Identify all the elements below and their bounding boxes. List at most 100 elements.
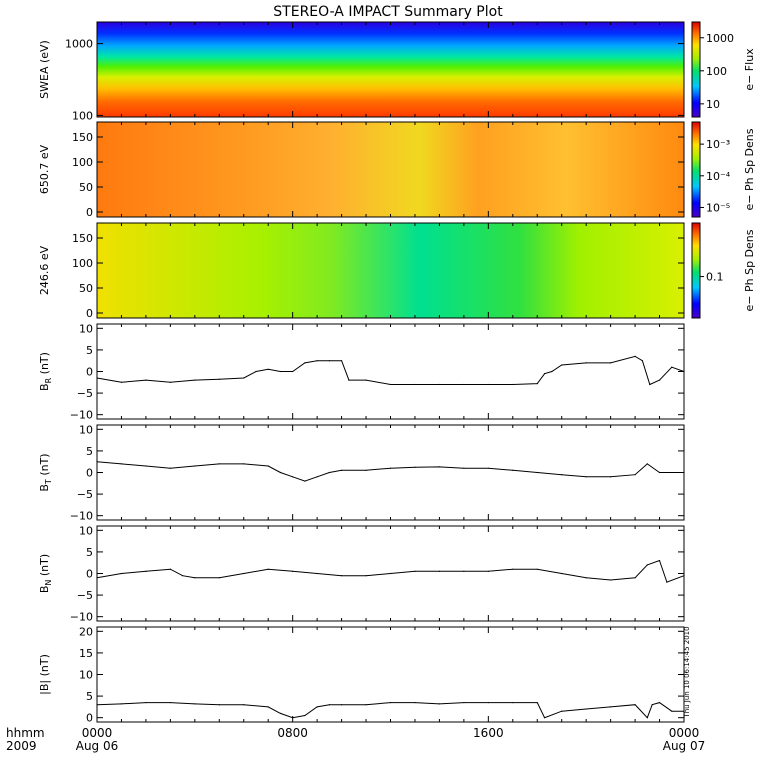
data-point — [438, 466, 441, 468]
panel-frame — [96, 323, 685, 420]
data-point — [145, 379, 147, 381]
time-tick-date: Aug 07 — [663, 739, 706, 753]
data-point — [243, 463, 245, 465]
colorbar-tick-label: 10⁻³ — [706, 138, 730, 151]
data-point — [292, 476, 294, 478]
data-point — [292, 717, 294, 719]
data-point — [487, 383, 489, 386]
data-point — [414, 701, 416, 704]
panel-5: −10 −5 0 5 10 BT (nT) — [38, 423, 685, 523]
colorbar-tick-label: 10⁻⁴ — [706, 170, 731, 183]
y-tick-label: 15 — [79, 647, 93, 660]
panel-frame — [96, 424, 685, 521]
data-point — [243, 572, 245, 575]
data-point — [169, 467, 171, 469]
y-tick-label: 0 — [86, 712, 93, 725]
time-tick-label: 0800 — [277, 726, 308, 740]
data-point — [543, 373, 546, 375]
data-point — [96, 704, 98, 706]
data-point — [243, 377, 245, 379]
data-point — [646, 717, 648, 719]
y-tick-label: 10 — [79, 524, 93, 537]
colorbar-label: e− Flux — [743, 48, 756, 91]
time-row1-label: hhmm — [6, 726, 45, 740]
data-point — [340, 469, 343, 471]
data-point — [536, 701, 538, 704]
data-point — [463, 570, 465, 572]
data-point — [120, 463, 123, 465]
series-line — [96, 461, 684, 482]
y-axis-label: |B| (nT) — [38, 654, 51, 695]
data-point — [414, 383, 416, 386]
y-tick-label: 150 — [72, 131, 93, 144]
data-point — [96, 377, 98, 379]
data-point — [561, 710, 563, 712]
data-point — [389, 701, 392, 704]
data-point — [348, 379, 350, 381]
data-point — [169, 568, 171, 570]
y-axis-label: BT (nT) — [38, 453, 53, 491]
data-point — [96, 577, 98, 579]
data-point — [292, 370, 294, 373]
y-axis-label: BR (nT) — [38, 352, 53, 391]
y-tick-label: 5 — [86, 690, 93, 703]
y-tick-label: 0 — [86, 366, 93, 379]
data-point — [610, 362, 612, 364]
data-point — [218, 704, 220, 706]
panel-3: 0.1 e− Ph Sp Dens 0 50 100 150 246.6 eV — [38, 222, 756, 320]
data-point — [169, 381, 171, 383]
data-point — [671, 710, 673, 712]
data-point — [218, 577, 220, 579]
data-point — [267, 568, 269, 570]
y-tick-label: 150 — [72, 232, 93, 245]
timestamp-label: Thu Jun 10 06:14:45 2010 — [683, 626, 691, 718]
data-point — [145, 701, 147, 704]
y-tick-label: 5 — [86, 546, 93, 559]
data-point — [255, 370, 257, 373]
data-point — [243, 704, 245, 706]
time-row2-label: 2009 — [6, 739, 37, 753]
data-point — [169, 701, 171, 704]
data-point — [551, 370, 553, 373]
data-point — [610, 476, 612, 478]
y-tick-label: 10 — [79, 669, 93, 682]
data-point — [651, 704, 653, 706]
data-point — [463, 701, 465, 704]
data-point — [194, 703, 196, 705]
y-axis-label: 650.7 eV — [38, 144, 51, 194]
data-point — [641, 360, 644, 362]
data-point — [304, 362, 306, 364]
y-tick-label: 0 — [86, 307, 93, 320]
data-point — [328, 360, 330, 362]
data-point — [536, 471, 538, 474]
y-tick-label: 0 — [86, 206, 93, 219]
data-point — [267, 368, 269, 370]
data-point — [316, 572, 318, 575]
data-point — [316, 360, 318, 362]
data-point — [328, 704, 330, 706]
y-tick-label: 0 — [86, 568, 93, 581]
spectrogram-3 — [97, 223, 684, 318]
data-point — [610, 706, 612, 708]
y-tick-label: 50 — [79, 282, 93, 295]
data-point — [145, 570, 147, 572]
y-axis-label: BN (nT) — [38, 554, 53, 593]
y-tick-label: 100 — [72, 257, 93, 270]
data-point — [365, 379, 367, 381]
data-point — [96, 461, 98, 463]
data-point — [279, 471, 282, 474]
data-point — [316, 476, 318, 478]
data-point — [120, 381, 123, 383]
data-point — [543, 717, 546, 719]
y-tick-label: 0 — [86, 467, 93, 480]
data-point — [389, 383, 392, 386]
colorbar-2 — [691, 121, 701, 218]
data-point — [120, 703, 123, 705]
y-tick-label: 100 — [72, 109, 93, 122]
time-tick-date: Aug 06 — [76, 739, 119, 753]
data-point — [365, 704, 367, 706]
data-point — [279, 712, 282, 714]
data-point — [145, 465, 147, 467]
y-tick-label: 5 — [86, 445, 93, 458]
data-point — [279, 370, 282, 373]
